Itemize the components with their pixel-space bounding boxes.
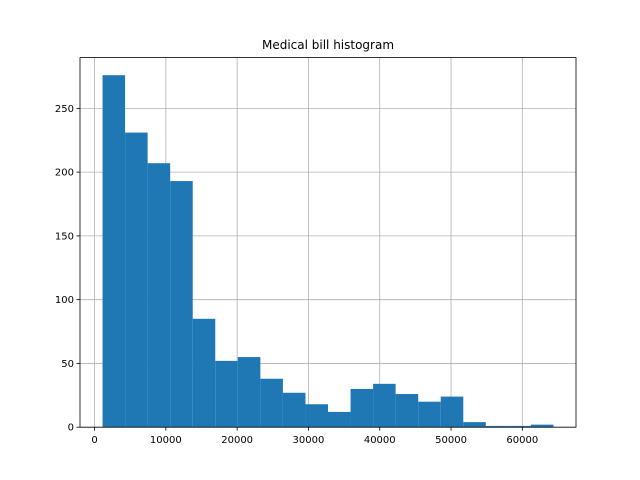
x-tick-label: 20000 (221, 435, 253, 446)
histogram-bar (192, 318, 216, 428)
x-axis: 0 10000 20000 30000 40000 50000 60000 (91, 427, 538, 446)
histogram-bar (125, 132, 148, 428)
histogram-bar (102, 75, 126, 428)
histogram-bar (237, 357, 261, 428)
x-tick-label: 10000 (150, 435, 182, 446)
y-tick-label: 150 (55, 231, 74, 242)
histogram-bar (530, 424, 554, 428)
x-tick-label: 40000 (364, 435, 396, 446)
x-tick-label: 50000 (435, 435, 467, 446)
y-tick-label: 0 (68, 423, 74, 434)
histogram-bar (147, 163, 171, 428)
x-tick-label: 0 (91, 435, 97, 446)
histogram-bar (215, 360, 238, 428)
y-tick-label: 250 (55, 104, 74, 115)
bars (102, 75, 554, 428)
histogram-bar (373, 383, 396, 428)
x-tick-label: 60000 (506, 435, 538, 446)
y-axis: 0 50 100 150 200 250 (55, 104, 80, 434)
histogram-bar (170, 181, 193, 428)
y-tick-label: 200 (55, 168, 74, 179)
chart-title: Medical bill histogram (262, 38, 394, 52)
histogram-bar (350, 388, 374, 428)
y-tick-label: 50 (61, 359, 74, 370)
histogram-bar (305, 404, 329, 428)
histogram-bar (418, 401, 441, 428)
x-tick-label: 30000 (293, 435, 325, 446)
histogram-bar (463, 422, 486, 428)
histogram-bar (395, 394, 419, 428)
histogram-bar (282, 392, 306, 428)
histogram-bar (440, 396, 464, 428)
histogram-bar (508, 425, 531, 428)
y-tick-label: 100 (55, 295, 74, 306)
histogram-bar (485, 425, 509, 428)
histogram-bar (260, 378, 283, 428)
plot-frame (79, 57, 577, 428)
histogram-bar (328, 411, 351, 428)
